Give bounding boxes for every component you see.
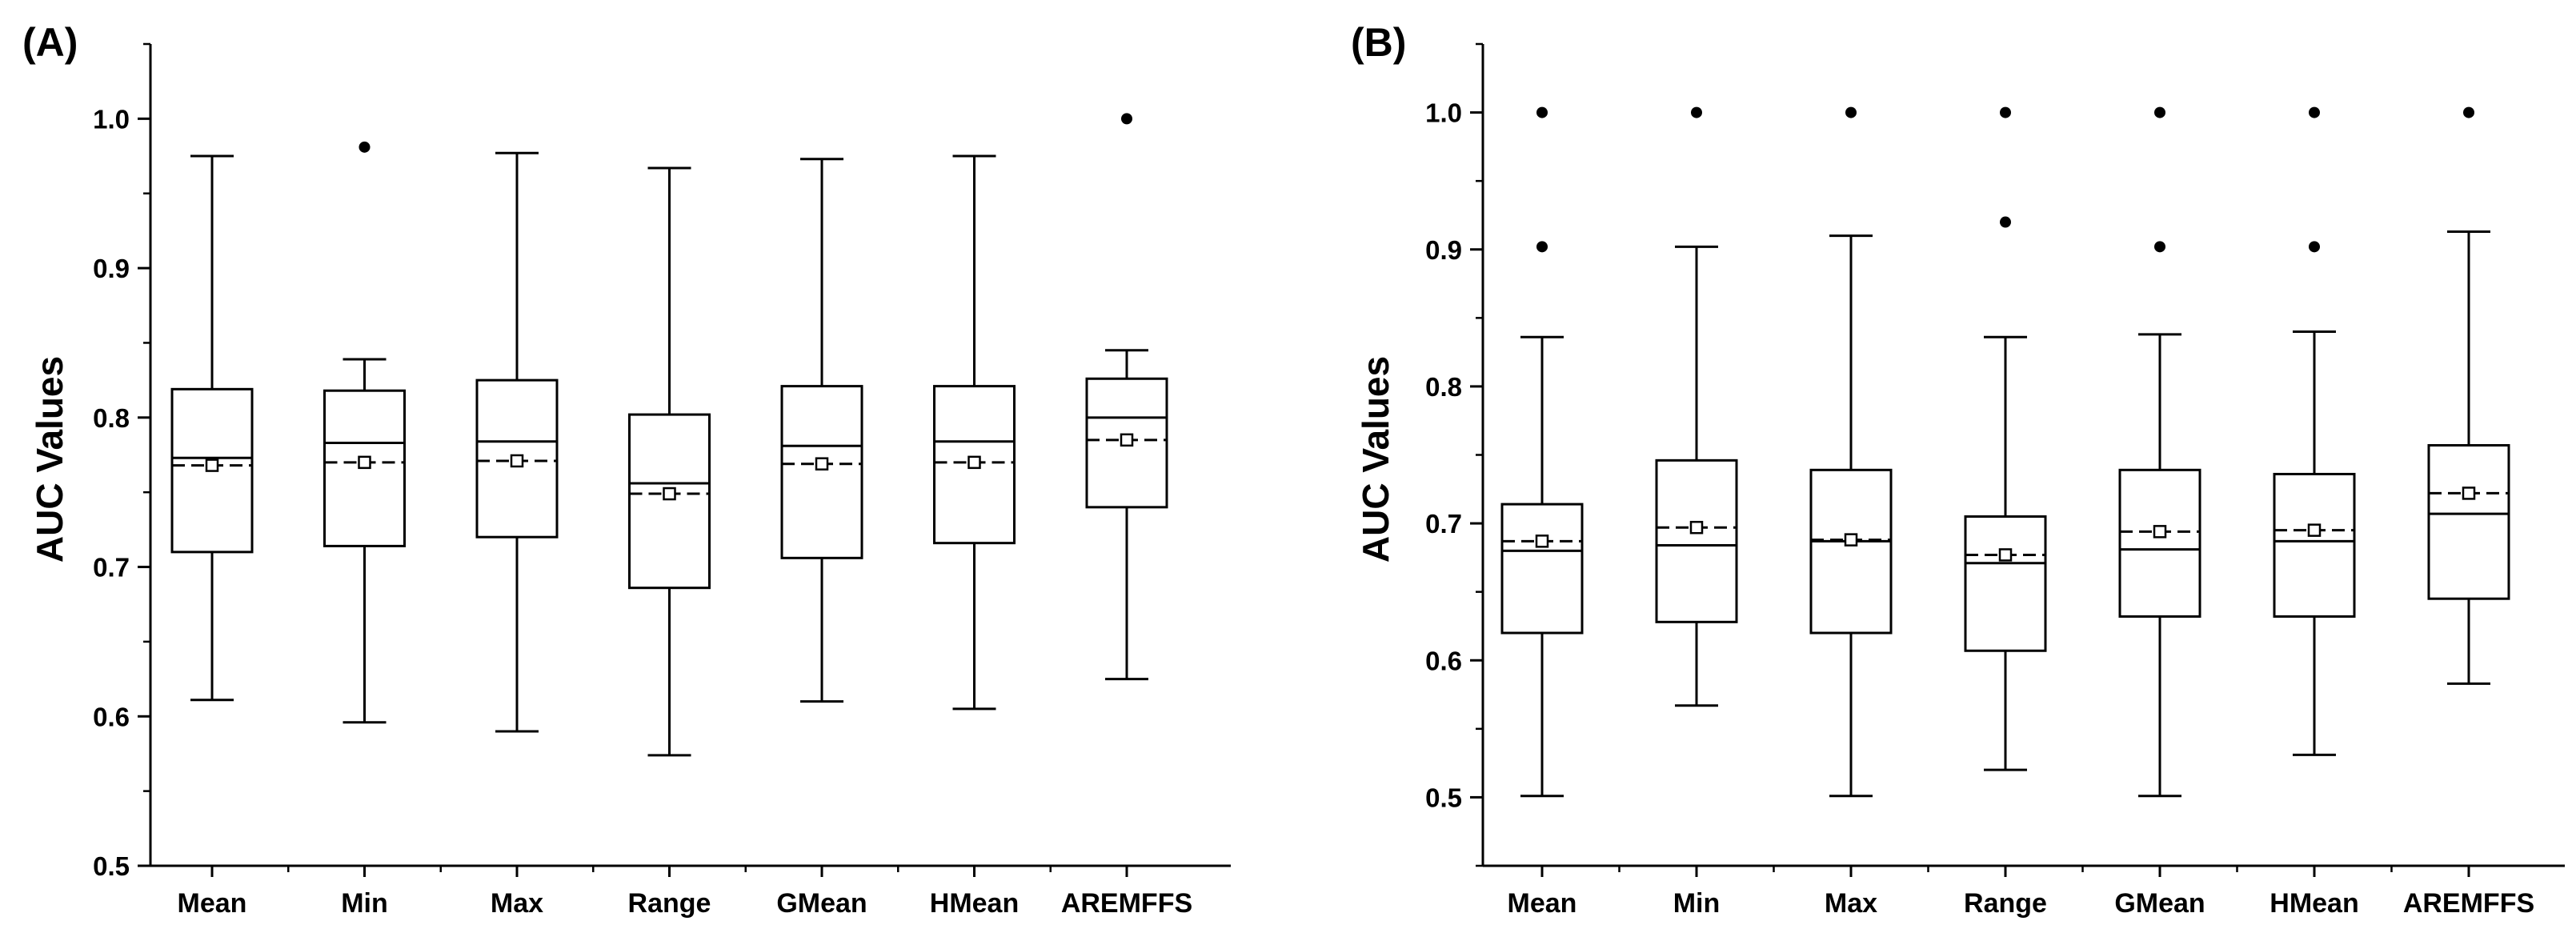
mean-marker	[1689, 520, 1704, 535]
panel-a-label: (A)	[22, 20, 78, 65]
outlier-point	[1536, 241, 1548, 253]
outlier-point	[1121, 113, 1132, 125]
box-min	[323, 141, 406, 724]
x-category-label: Mean	[1508, 888, 1577, 919]
x-category-label: HMean	[2270, 888, 2358, 919]
x-category-label: Mean	[178, 888, 247, 919]
x-category-label: Max	[491, 888, 543, 919]
x-category-label: Range	[1964, 888, 2047, 919]
iqr-box	[1809, 468, 1893, 635]
box-aremffs	[1085, 113, 1168, 681]
x-category-label: GMean	[776, 888, 867, 919]
mean-marker	[663, 487, 676, 501]
y-tick-label: 0.8	[1425, 372, 1462, 402]
box-gmean	[2118, 106, 2201, 798]
y-tick-label: 1.0	[93, 104, 130, 134]
x-category-label: Max	[1825, 888, 1877, 919]
x-category-label: Min	[1673, 888, 1721, 919]
iqr-box	[1500, 503, 1584, 635]
mean-marker	[205, 458, 219, 472]
x-category-label: AREMFFS	[1061, 888, 1192, 919]
box-max	[1809, 106, 1893, 798]
box-range	[1964, 106, 2047, 771]
panel-b-y-axis-title: AUC Values	[1355, 356, 1396, 563]
y-tick-label: 0.9	[93, 254, 130, 283]
mean-marker	[2153, 525, 2167, 539]
box-mean	[1500, 106, 1584, 798]
outlier-point	[2309, 106, 2320, 118]
outlier-point	[359, 141, 371, 153]
outlier-point	[1691, 106, 1702, 118]
y-tick-label: 0.7	[93, 553, 130, 583]
y-tick-label: 0.5	[93, 851, 130, 881]
mean-marker	[1844, 533, 1858, 547]
outlier-point	[2309, 241, 2320, 253]
iqr-box	[780, 385, 863, 559]
x-category-label: HMean	[930, 888, 1019, 919]
x-category-label: Min	[341, 888, 388, 919]
panel-b-label: (B)	[1351, 20, 1406, 65]
box-max	[475, 151, 559, 733]
box-aremffs	[2427, 106, 2510, 685]
iqr-box	[1655, 458, 1738, 623]
y-tick-label: 0.7	[1425, 509, 1462, 539]
mean-marker	[1998, 548, 2013, 562]
mean-marker	[1535, 535, 1549, 548]
mean-marker	[968, 455, 981, 470]
y-tick-label: 0.9	[1425, 235, 1462, 265]
x-category-label: AREMFFS	[2403, 888, 2534, 919]
y-tick-label: 0.6	[93, 702, 130, 731]
outlier-point	[2154, 241, 2165, 253]
y-tick-label: 0.8	[93, 403, 130, 433]
outlier-point	[1845, 106, 1857, 118]
iqr-box	[2273, 472, 2356, 618]
outlier-point	[2154, 106, 2165, 118]
y-tick-label: 0.5	[1425, 783, 1462, 812]
outlier-point	[1536, 106, 1548, 118]
iqr-box	[2427, 444, 2510, 600]
panel-a: (A) AUC Values 0.5 0.6 0.7 0.8 0.9 1.0 Mean Min…	[22, 20, 1231, 919]
y-tick-label: 0.6	[1425, 646, 1462, 675]
box-range	[628, 166, 711, 757]
mean-marker	[510, 454, 524, 468]
box-mean	[170, 154, 254, 702]
box-gmean	[780, 158, 863, 703]
mean-marker	[358, 455, 371, 470]
mean-marker	[815, 457, 829, 470]
mean-marker	[1120, 433, 1134, 447]
outlier-point	[2000, 216, 2011, 228]
iqr-box	[1964, 515, 2047, 652]
box-min	[1655, 106, 1738, 707]
outlier-point	[2463, 106, 2474, 118]
panel-b-plot-area: 0.5 0.6 0.7 0.8 0.9 1.0 Mean Min Max Range GMean HM…	[1425, 42, 2565, 919]
x-category-label: GMean	[2114, 888, 2205, 919]
box-hmean	[933, 154, 1016, 711]
y-tick-label: 1.0	[1425, 98, 1462, 128]
panel-a-y-axis-title: AUC Values	[29, 356, 70, 563]
outlier-point	[2000, 106, 2011, 118]
box-hmean	[2273, 106, 2356, 756]
mean-marker	[2462, 487, 2476, 500]
x-category-label: Range	[628, 888, 711, 919]
panel-b: (B) AUC Values 0.5 0.6 0.7 0.8 0.9 1.0 Mean Min…	[1351, 20, 2565, 919]
iqr-box	[628, 413, 711, 590]
iqr-box	[2118, 468, 2201, 618]
mean-marker	[2307, 523, 2322, 537]
panel-a-plot-area: 0.5 0.6 0.7 0.8 0.9 1.0 Mean Min Max Range GMean HM…	[93, 42, 1231, 919]
